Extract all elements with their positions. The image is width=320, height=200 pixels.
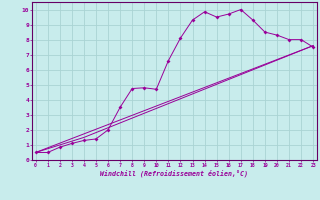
X-axis label: Windchill (Refroidissement éolien,°C): Windchill (Refroidissement éolien,°C) [100,169,248,177]
